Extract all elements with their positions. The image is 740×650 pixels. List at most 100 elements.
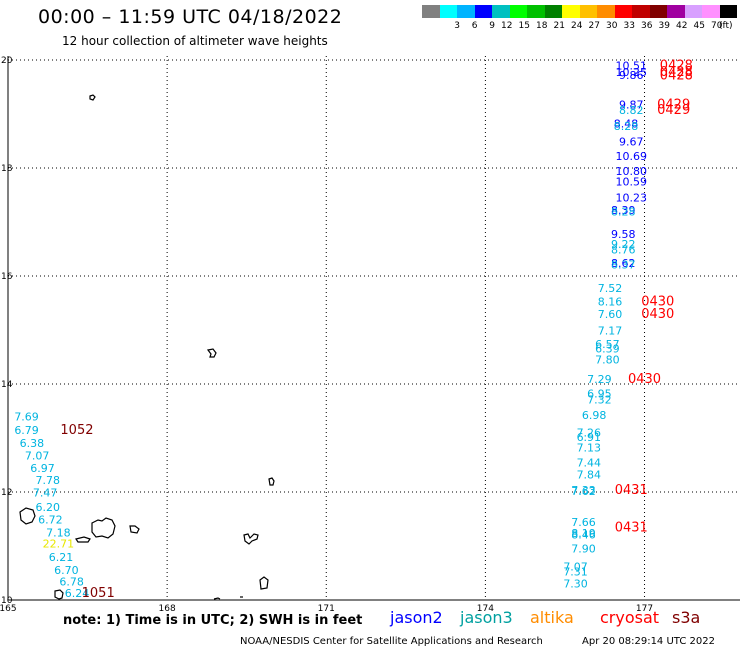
wave-height-reading: 7.18	[46, 526, 71, 539]
wave-height-reading: 7.44	[577, 457, 602, 470]
page-subtitle: 12 hour collection of altimeter wave hei…	[62, 34, 328, 48]
wave-height-reading: 7.17	[598, 324, 623, 337]
wave-height-reading: 6.97	[30, 462, 55, 475]
wave-height-reading: 7.26	[577, 426, 602, 439]
island-outline	[268, 477, 275, 486]
wave-height-reading: 8.39	[611, 204, 636, 217]
track-id-label: 0430	[641, 307, 674, 322]
wave-readings-layer: 10.5110.259.869.878.828.488.289.6710.691…	[14, 60, 647, 600]
scale-unit-label: (ft)	[719, 21, 733, 31]
page-title: 00:00 – 11:59 UTC 04/18/2022	[38, 6, 343, 28]
scale-swatch-color	[667, 5, 685, 18]
wave-height-reading: 8.76	[611, 243, 636, 256]
track-id-label: 1052	[60, 423, 93, 438]
wave-height-reading: 6.39	[595, 343, 620, 356]
footer-note: note: 1) Time is in UTC; 2) SWH is in fe…	[63, 613, 363, 628]
scale-swatch: 30	[597, 5, 618, 31]
wave-height-color-scale: 3 6 9 12 15 18 21 24 27 30 33 36 39 42 45 70	[422, 5, 737, 31]
island-outline	[91, 517, 116, 539]
wave-height-reading: 10.23	[616, 191, 648, 204]
scale-swatch-label: 27	[588, 21, 600, 31]
latitude-tick-label: 20	[1, 56, 13, 66]
wave-height-reading: 7.31	[563, 566, 588, 579]
longitude-tick-label: 174	[477, 604, 494, 614]
wave-height-reading: 8.46	[571, 528, 596, 541]
wave-height-reading: 7.07	[25, 450, 50, 463]
wave-height-reading: 10.69	[616, 150, 648, 163]
wave-height-reading: 8.16	[598, 296, 623, 309]
scale-swatch-color	[597, 5, 615, 18]
track-id-label: 0431	[615, 483, 648, 498]
longitude-tick-label: 168	[159, 604, 176, 614]
wave-height-reading: 10.80	[616, 165, 648, 178]
wave-height-reading: 9.22	[611, 238, 636, 251]
scale-swatch: 36	[632, 5, 653, 31]
wave-height-reading: 8.48	[614, 118, 639, 131]
track-id-label: 1051	[82, 586, 115, 601]
wave-height-reading: 7.47	[33, 486, 58, 499]
scale-swatch-color	[509, 5, 527, 18]
wave-height-reading: 6.79	[14, 424, 39, 437]
island-outline	[259, 576, 269, 590]
wave-height-reading: 7.33	[571, 484, 596, 497]
scale-swatch-color	[544, 5, 562, 18]
scale-swatch-label: 6	[471, 21, 478, 31]
track-id-label: 0430	[641, 295, 674, 310]
track-ids-layer: 0428042804280429042904300430043004310431…	[60, 59, 692, 601]
wave-height-reading: 6.98	[582, 409, 607, 422]
scale-swatch-color	[474, 5, 492, 18]
wave-height-reading: 7.66	[571, 516, 596, 529]
generated-timestamp: Apr 20 08:29:14 UTC 2022	[582, 636, 715, 647]
legend-item-jason2: jason2	[390, 608, 443, 627]
island-outline	[54, 589, 64, 600]
wave-height-reading: 6.95	[587, 388, 612, 401]
wave-height-reading: 10.25	[616, 66, 648, 79]
wave-height-reading: 8.28	[614, 120, 639, 133]
longitude-tick-label: 165	[0, 604, 17, 614]
track-id-label: 0428	[660, 59, 693, 74]
island-outline	[19, 507, 36, 525]
wave-height-reading: 8.37	[611, 258, 636, 271]
scale-swatch-color	[649, 5, 667, 18]
wave-height-reading: 7.52	[598, 282, 623, 295]
wave-height-reading: 6.38	[20, 437, 45, 450]
track-id-label: 0429	[657, 98, 690, 113]
wave-height-reading: 10.51	[616, 60, 648, 73]
wave-height-reading: 6.57	[595, 338, 620, 351]
scale-swatch-label: 12	[501, 21, 513, 31]
scale-swatch-color	[614, 5, 632, 18]
island-outline	[206, 348, 217, 358]
legend-item-jason3: jason3	[460, 608, 513, 627]
wave-height-reading: 6.78	[59, 575, 84, 588]
scale-swatch-label: 36	[641, 21, 653, 31]
wave-height-reading: 22.71	[43, 538, 75, 551]
scale-swatch-color	[439, 5, 457, 18]
wave-height-reading: 7.80	[595, 353, 620, 366]
scale-swatch: 27	[579, 5, 600, 31]
wave-height-reading: 9.86	[619, 69, 644, 82]
wave-height-reading: 8.82	[619, 104, 644, 117]
wave-height-reading: 7.32	[587, 393, 612, 406]
scale-swatch: 24	[562, 5, 583, 31]
scale-swatch-label: 24	[571, 21, 583, 31]
scale-swatch-color	[579, 5, 597, 18]
scale-swatch-label: 3	[454, 21, 460, 31]
legend-item-altika: altika	[530, 608, 574, 627]
longitude-tick-label: 177	[636, 604, 653, 614]
scale-swatch: 3	[439, 5, 460, 31]
island-outlines	[19, 94, 275, 600]
wave-height-reading: 7.13	[577, 442, 602, 455]
scale-swatch-color	[562, 5, 580, 18]
scale-swatch: 45	[684, 5, 705, 31]
scale-swatch-color	[492, 5, 510, 18]
wave-height-reading: 6.70	[54, 564, 79, 577]
scale-swatch-color	[702, 5, 720, 18]
wave-height-reading: 6.72	[38, 513, 63, 526]
longitude-tick-label: 171	[318, 604, 335, 614]
wave-height-reading: 7.69	[14, 411, 39, 424]
legend-item-cryosat: cryosat	[600, 608, 660, 627]
scale-swatch-color	[457, 5, 475, 18]
credit-line: NOAA/NESDIS Center for Satellite Applica…	[240, 636, 543, 647]
wave-height-reading: 7.62	[571, 485, 596, 498]
scale-swatch: 21	[544, 5, 565, 31]
